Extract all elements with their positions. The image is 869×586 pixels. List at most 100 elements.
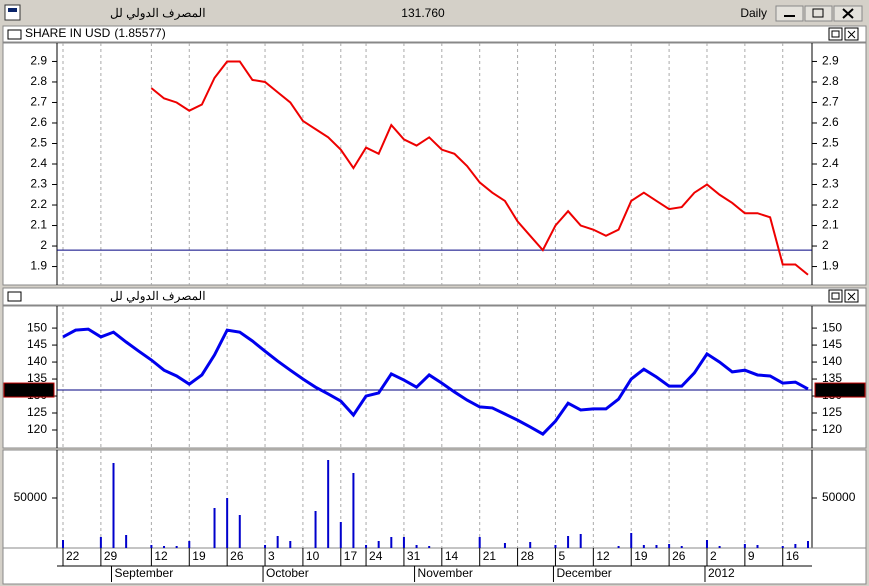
panel-max-button[interactable] [828,289,843,303]
panel-max-icon [831,292,840,300]
price-line [150,60,809,276]
x-tick-label: 5 [558,549,565,563]
volume-bar [579,534,582,548]
x-tick-label: 26 [672,549,686,563]
volume-bar [276,536,279,548]
volume-bar [99,537,102,548]
volume-bar [327,460,330,548]
y-tick-label: 1.9 [30,259,47,273]
y-tick-label: 2.3 [30,177,47,191]
volume-bar [365,545,368,548]
y-tick-label: 125 [822,405,842,419]
y-tick-label: 150 [822,320,842,334]
y-tick-label: 145 [822,337,842,351]
y-tick-label: 2.9 [822,54,839,68]
x-tick-label: 12 [596,549,610,563]
restore-button[interactable] [804,5,833,22]
volume-bar [314,511,317,548]
y-tick-label: 2.7 [30,95,47,109]
x-tick-label: 19 [192,549,206,563]
x-tick-label: 9 [748,549,755,563]
volume-bar [175,546,178,548]
volume-bar [794,544,797,548]
y-tick-label: 145 [27,337,47,351]
volume-bar [150,545,153,548]
restore-icon [812,8,824,18]
panel-max-button[interactable] [828,27,843,41]
y-tick-label: 2.1 [30,218,47,232]
panel-header [2,25,867,43]
y-tick-label: 150 [27,320,47,334]
reference-label-bg [814,382,866,398]
volume-bar [402,537,405,548]
volume-bar [213,508,216,548]
x-tick-label: 21 [483,549,497,563]
y-tick-label: 1.9 [822,259,839,273]
x-tick-label: 22 [66,549,80,563]
volume-bar [668,544,671,548]
y-tick-label: 2.5 [30,136,47,150]
y-tick-label: 2.8 [30,74,47,88]
panel-subtitle: (1.85577) [114,26,165,40]
y-tick-label: 2.1 [822,218,839,232]
volume-bar [428,546,431,548]
panel-close-icon [847,292,856,301]
y-tick-label: 2.7 [822,95,839,109]
y-tick-label: 2 [822,238,829,252]
app-icon-detail [8,8,17,12]
volume-bar [567,536,570,548]
x-tick-label: 12 [154,549,168,563]
month-label: 2012 [708,566,735,580]
volume-bar [630,533,633,548]
volume-bar [62,540,64,548]
month-label: September [115,566,174,580]
y-tick-label: 135 [27,371,47,385]
y-tick-label: 140 [27,354,47,368]
y-tick-label: 2.4 [822,156,839,170]
x-tick-label: 17 [344,549,358,563]
y-tick-label: 2.6 [30,115,47,129]
y-tick-label: 50000 [14,490,48,504]
y-tick-label: 2.2 [822,197,839,211]
volume-bar [289,541,292,548]
x-tick-label: 10 [306,549,320,563]
y-tick-label: 2.8 [822,74,839,88]
volume-bar [390,537,393,548]
y-tick-label: 2.5 [822,136,839,150]
x-tick-label: 16 [786,549,800,563]
volume-bar [705,540,708,548]
panel-title: SHARE IN USD [25,26,111,40]
volume-bar [238,515,241,548]
volume-bar [112,463,115,548]
reference-label: 131.7600 [815,382,865,396]
volume-bar [781,546,784,548]
volume-bar [680,546,683,548]
y-tick-label: 135 [822,371,842,385]
panel-close-icon [847,30,856,39]
y-tick-label: 2.3 [822,177,839,191]
y-tick-label: 50000 [822,490,856,504]
x-tick-label: 14 [445,549,459,563]
panel-icon [7,291,22,302]
x-tick-label: 24 [369,549,383,563]
minimize-button[interactable] [775,5,804,22]
window-title: المصرف الدولي لل [110,6,206,20]
window-price: 131.760 [401,6,445,20]
volume-bar [377,541,380,548]
volume-bar [163,546,166,548]
volume-bar [617,546,620,548]
volume-bar [807,541,809,548]
volume-bar [415,545,418,548]
x-tick-label: 28 [521,549,535,563]
volume-bar [529,542,532,548]
volume-bar [503,543,506,548]
reference-label-bg [3,382,55,398]
panel-bg [2,42,867,286]
volume-bar [655,545,658,548]
x-tick-label: 2 [710,549,717,563]
volume-bar [125,535,128,548]
month-label: October [266,566,309,580]
